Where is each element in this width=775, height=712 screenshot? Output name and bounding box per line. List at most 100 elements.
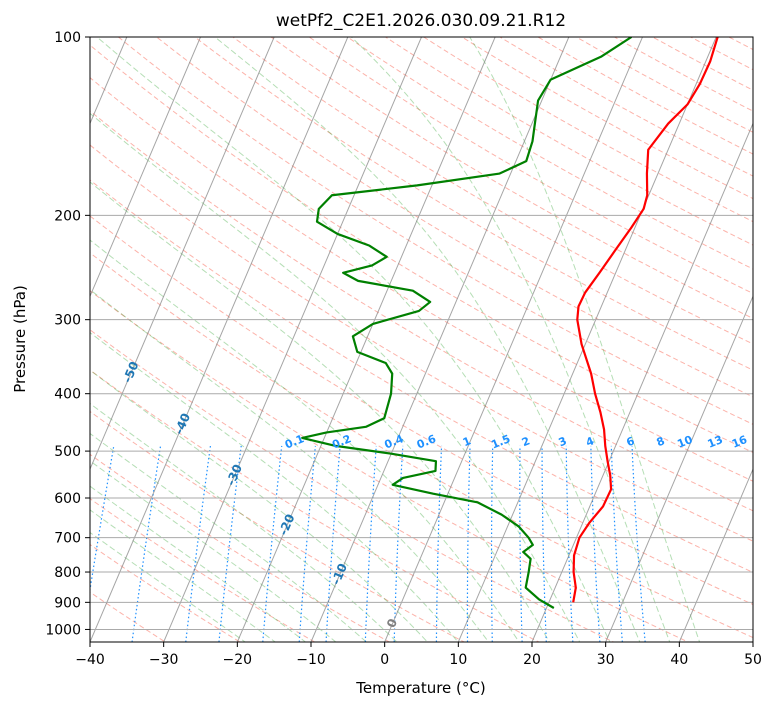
y-tick-label: 300 (54, 313, 81, 329)
isotherm-line (163, 37, 422, 642)
x-tick-label: 50 (744, 652, 762, 668)
axes: −40 −30 −20 −10 0 10 20 30 40 5010020030040050060… (45, 30, 762, 668)
mixing-ratio-label: 1 (461, 434, 473, 449)
dry-adiabat (90, 498, 316, 642)
moist-adiabat (90, 531, 246, 642)
mixing-ratio-line (631, 445, 646, 642)
dry-adiabat (384, 37, 753, 246)
moist-adiabat (90, 402, 398, 642)
mixing-ratio-line (610, 445, 623, 642)
dry-adiabat (715, 10, 775, 654)
isotherm-line (90, 37, 201, 298)
moist-adiabat (90, 460, 337, 642)
y-tick-label: 1000 (45, 622, 81, 638)
mixing-ratio-line (90, 445, 115, 594)
moist-adiabat (469, 37, 701, 642)
dry-adiabat (90, 44, 753, 453)
dry-adiabat (308, 37, 753, 295)
mixing-ratio-label: 6 (624, 434, 636, 449)
mixing-ratio-label: 0.6 (415, 432, 438, 451)
mixing-ratio-line (590, 445, 601, 642)
moist-adiabat (351, 37, 671, 642)
dry-adiabat (90, 215, 753, 606)
chart-title: wetPf2_C2E1.2026.030.09.21.R12 (276, 11, 566, 31)
temperature-line (572, 37, 719, 603)
dry-adiabat (537, 37, 753, 155)
x-tick-label: 20 (523, 652, 541, 668)
isotherm-label: -30 (224, 462, 245, 487)
mixing-ratio-line (490, 445, 494, 642)
dry-adiabat (270, 37, 753, 319)
isotherm-line (384, 37, 643, 642)
mixing-ratio-label: 8 (655, 434, 667, 449)
mixing-ratio-line (325, 445, 341, 642)
profile-lines (301, 37, 719, 609)
mixing-ratio-label: 20 (757, 433, 775, 451)
dry-adiabat (689, 37, 753, 71)
y-tick-label: 800 (54, 565, 81, 581)
x-tick-label: −40 (75, 652, 105, 668)
moist-adiabat (90, 331, 459, 642)
isotherm-line (605, 295, 753, 642)
dry-adiabat (90, 329, 615, 642)
moist-adiabat (90, 289, 490, 642)
isotherm-line (752, 640, 753, 642)
isotherm-line (531, 122, 753, 642)
moist-adiabat (214, 37, 641, 642)
x-tick-label: 0 (380, 652, 389, 668)
mixing-ratio-line (435, 445, 443, 642)
dry-adiabat (90, 179, 753, 573)
dry-adiabat (90, 252, 753, 639)
mixing-ratio-label: 10 (675, 433, 694, 451)
mixing-ratio-line (185, 445, 212, 642)
dry-adiabat (651, 37, 753, 91)
dry-adiabat (232, 37, 753, 345)
y-tick-label: 200 (54, 208, 81, 224)
plot-frame (89, 36, 754, 643)
moist-adiabat (90, 181, 550, 642)
isotherm-line (457, 37, 717, 642)
moist-adiabat (90, 432, 368, 642)
dry-adiabat (90, 369, 540, 642)
mixing-ratio-label: 0.4 (383, 432, 406, 451)
x-tick-label: −30 (149, 652, 179, 668)
moist-adiabat (90, 112, 581, 642)
mixing-ratio-label: 2 (520, 434, 532, 449)
x-axis-title: Temperature (°C) (355, 679, 485, 697)
dry-adiabat (90, 290, 690, 642)
x-tick-label: 30 (597, 652, 615, 668)
y-tick-label: 500 (54, 444, 81, 460)
y-tick-label: 700 (54, 531, 81, 547)
dry-adiabat (346, 37, 753, 270)
moist-adiabat (90, 509, 277, 642)
isotherm-label: 0 (384, 617, 400, 630)
mixing-ratio-line (466, 445, 471, 642)
dry-adiabat (193, 37, 753, 371)
dry-adiabat (90, 543, 241, 642)
isotherm-line (236, 37, 496, 642)
y-tick-label: 600 (54, 491, 81, 507)
mixing-ratio-line (298, 445, 316, 642)
mixing-ratio-line (541, 445, 547, 642)
grid-layer (90, 10, 775, 654)
x-tick-label: 10 (449, 652, 467, 668)
mixing-ratio-line (262, 445, 283, 642)
isotherm-line (310, 37, 570, 642)
y-tick-label: 900 (54, 595, 81, 611)
mixing-ratio-label: 16 (730, 433, 749, 451)
dry-adiabat (727, 37, 753, 51)
y-tick-label: 100 (54, 30, 81, 46)
y-axis-title: Pressure (hPa) (11, 285, 29, 393)
mixing-ratio-label: 3 (557, 434, 569, 449)
dry-adiabat (460, 37, 753, 200)
dry-adiabat (90, 410, 466, 642)
moist-adiabat (90, 485, 307, 642)
isotherm-label: -50 (120, 359, 141, 384)
isotherm-line (90, 37, 275, 471)
isotherm-line (678, 467, 753, 642)
moist-adiabat (90, 239, 520, 642)
isotherm-label: -40 (172, 411, 193, 436)
mixing-ratio-label: 0.1 (283, 432, 306, 451)
dry-adiabat (117, 37, 753, 425)
